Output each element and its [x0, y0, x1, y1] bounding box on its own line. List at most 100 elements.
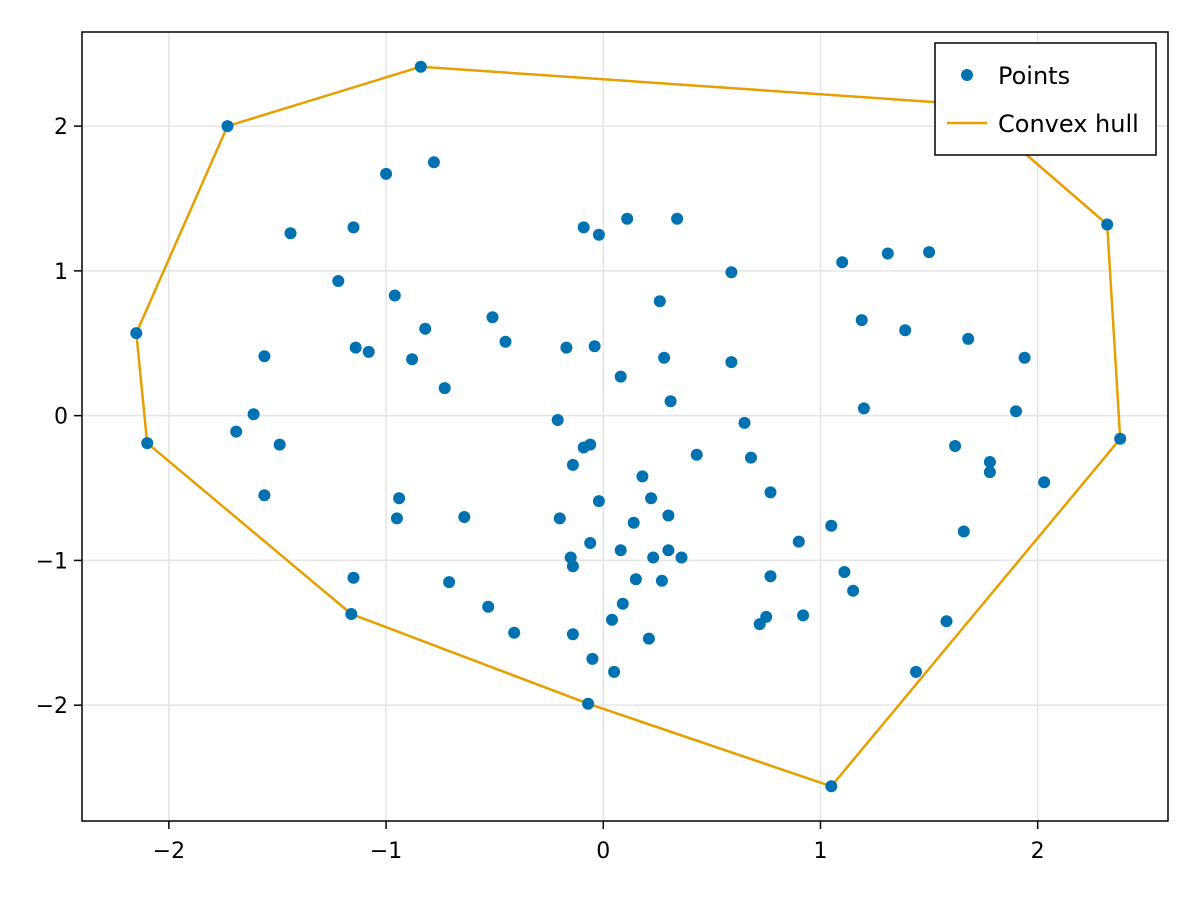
data-point	[1038, 476, 1051, 489]
data-point	[258, 350, 271, 363]
data-point	[642, 632, 655, 645]
data-point	[629, 573, 642, 586]
y-tick-label: 2	[54, 115, 68, 140]
data-point	[130, 327, 143, 340]
data-point	[247, 408, 260, 421]
data-point	[586, 652, 599, 665]
data-point	[940, 615, 953, 628]
points-layer	[130, 60, 1127, 793]
x-tick-label: −2	[153, 839, 185, 864]
data-point	[608, 665, 621, 678]
data-point	[825, 519, 838, 532]
data-point	[577, 221, 590, 234]
data-point	[910, 665, 922, 678]
axis-ticks: −2 −1 0 1 2 −2 −1 0 1 2	[36, 115, 1045, 864]
data-point	[393, 492, 406, 505]
data-point	[753, 618, 766, 631]
data-point	[592, 228, 605, 241]
data-point	[675, 551, 688, 564]
data-point	[560, 341, 573, 354]
data-point	[273, 438, 286, 451]
legend: Points Convex hull	[934, 42, 1157, 156]
data-point	[671, 212, 684, 225]
data-point	[221, 120, 234, 133]
legend-box	[934, 42, 1157, 156]
data-point	[390, 512, 403, 525]
data-point	[499, 335, 512, 348]
y-tick-label: 1	[54, 260, 68, 285]
data-point	[1010, 405, 1022, 418]
data-point	[857, 402, 870, 415]
data-point	[606, 613, 618, 626]
data-point	[797, 609, 810, 622]
data-point	[647, 551, 660, 564]
data-point	[655, 574, 668, 587]
data-point	[486, 311, 499, 324]
data-point	[406, 353, 419, 366]
data-point	[725, 356, 738, 369]
plot-frame	[81, 31, 1169, 822]
data-point	[566, 560, 579, 573]
data-point	[616, 597, 629, 610]
data-point	[881, 247, 894, 260]
data-point	[427, 156, 440, 169]
data-point	[362, 345, 375, 358]
x-tick-label: 0	[596, 839, 610, 864]
data-point	[653, 295, 666, 308]
data-point	[584, 438, 597, 451]
data-point	[764, 570, 777, 583]
data-point	[662, 544, 675, 557]
data-point	[566, 458, 579, 471]
data-point	[745, 451, 757, 464]
data-point	[614, 544, 627, 557]
data-point	[662, 509, 675, 522]
y-tick-label: −2	[36, 694, 68, 719]
data-point	[230, 425, 243, 438]
data-point	[332, 275, 345, 287]
data-point	[553, 512, 566, 525]
data-point	[847, 584, 860, 597]
data-point	[482, 600, 495, 613]
data-point	[588, 340, 601, 353]
legend-label-convex-hull: Convex hull	[998, 110, 1139, 138]
data-point	[923, 246, 936, 259]
data-point	[584, 537, 597, 549]
data-point	[658, 351, 671, 364]
data-point	[458, 511, 471, 523]
data-point	[664, 395, 677, 408]
data-point	[636, 470, 649, 483]
data-point	[347, 221, 360, 234]
data-point	[899, 324, 912, 337]
y-tick-label: 0	[54, 405, 68, 430]
data-point	[349, 341, 362, 354]
data-point	[764, 486, 777, 499]
data-point	[614, 370, 627, 383]
data-point	[836, 256, 849, 269]
data-point	[725, 266, 738, 279]
data-point	[508, 626, 521, 639]
data-point	[284, 227, 297, 240]
x-tick-label: 2	[1031, 839, 1045, 864]
data-point	[347, 571, 360, 584]
data-point	[419, 322, 432, 335]
data-point	[1101, 218, 1114, 231]
data-point	[962, 332, 975, 345]
data-point	[1018, 351, 1031, 364]
y-tick-label: −1	[36, 549, 68, 574]
data-point	[566, 628, 579, 641]
data-point	[345, 608, 358, 620]
data-point	[645, 492, 658, 505]
data-point	[983, 466, 996, 479]
data-point	[592, 495, 605, 508]
data-point	[443, 576, 456, 589]
data-point	[949, 440, 962, 452]
data-point	[838, 566, 851, 578]
data-point	[141, 437, 154, 450]
data-point	[438, 382, 451, 395]
x-tick-label: 1	[813, 839, 827, 864]
data-point	[380, 167, 393, 180]
data-point	[855, 314, 868, 327]
data-point	[627, 516, 640, 529]
data-point	[551, 414, 564, 426]
